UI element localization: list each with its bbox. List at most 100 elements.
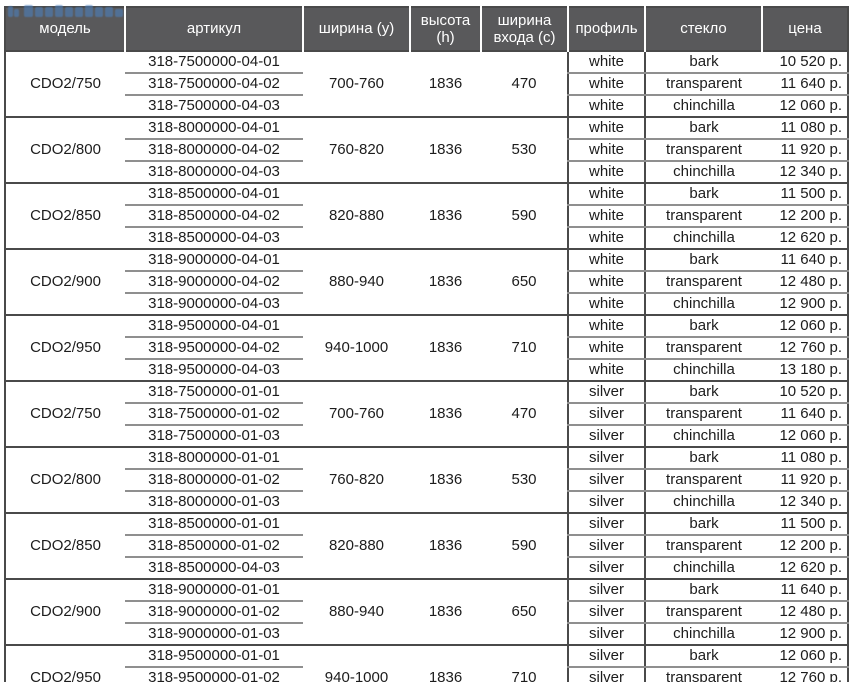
- price-cell: 12 060 р.: [762, 315, 848, 338]
- column-header-glass: стекло: [644, 7, 762, 51]
- column-header-entrance: ширина входа (c): [480, 7, 568, 51]
- price-cell: 12 060 р.: [779, 97, 842, 114]
- header-row: модель артикул ширина (y) высота (h) ширина …: [5, 7, 848, 51]
- price-cell: 12 060 р.: [762, 645, 848, 668]
- height-cell: 1836: [428, 75, 463, 92]
- width-cell: 820-880: [328, 207, 385, 224]
- article-cell: 318-9000000-04-02: [125, 271, 303, 294]
- model-group: CDO2/850 318-8500000-04-01 820-880 1836 …: [5, 183, 848, 249]
- table-row: 318-8000000-01-03 silver chinchilla 12 3…: [5, 491, 848, 513]
- entrance-width-cell: 470: [511, 75, 537, 92]
- profile-cell: silver: [567, 535, 645, 558]
- profile-cell: silver: [567, 557, 645, 579]
- model-cell: CDO2/900: [30, 273, 101, 290]
- profile-cell: white: [567, 95, 645, 117]
- table-row: CDO2/800 318-8000000-04-01 760-820 1836 …: [5, 117, 848, 158]
- price-cell: 11 080 р.: [762, 447, 848, 470]
- table-row: CDO2/850 318-8500000-01-01 820-880 1836 …: [5, 513, 848, 554]
- profile-cell: white: [567, 249, 645, 272]
- glass-cell: transparent: [644, 535, 762, 558]
- table-row: 318-9500000-04-02 white transparent 12 7…: [5, 337, 848, 360]
- profile-cell: white: [567, 139, 645, 162]
- price-cell: 11 640 р.: [762, 249, 848, 272]
- price-cell: 12 760 р.: [762, 667, 848, 682]
- price-cell: 11 640 р.: [762, 73, 848, 96]
- entrance-width-cell: 530: [511, 141, 537, 158]
- height-cell: 1836: [428, 273, 463, 290]
- glass-cell: bark: [644, 117, 762, 140]
- price-table: модель артикул ширина (y) высота (h) ширина …: [4, 6, 849, 682]
- profile-cell: white: [567, 161, 645, 183]
- price-cell: 11 920 р.: [762, 139, 848, 162]
- height-cell: 1836: [428, 141, 463, 158]
- table-row: 318-8500000-04-03 silver chinchilla 12 6…: [5, 557, 848, 579]
- profile-cell: silver: [567, 667, 645, 682]
- article-cell: 318-9000000-04-01: [125, 249, 303, 272]
- model-cell: CDO2/750: [30, 405, 101, 422]
- price-cell: 11 640 р.: [762, 403, 848, 426]
- width-cell: 940-1000: [324, 669, 389, 682]
- column-header-height: высота (h): [409, 7, 481, 51]
- glass-cell: chinchilla: [644, 95, 762, 117]
- width-cell: 880-940: [328, 603, 385, 620]
- article-cell: 318-8000000-04-03: [148, 163, 280, 180]
- profile-cell: silver: [567, 513, 645, 536]
- height-cell: 1836: [428, 603, 463, 620]
- price-cell: 12 900 р.: [779, 625, 842, 642]
- article-cell: 318-8000000-01-01: [125, 447, 303, 470]
- table-row: CDO2/750 318-7500000-01-01 700-760 1836 …: [5, 381, 848, 422]
- article-cell: 318-9000000-01-01: [125, 579, 303, 602]
- table-row: 318-8500000-04-03 white chinchilla 12 62…: [5, 227, 848, 249]
- table-row: 318-7500000-04-03 white chinchilla 12 06…: [5, 95, 848, 117]
- table-row: 318-7500000-01-02 silver transparent 11 …: [5, 403, 848, 426]
- price-cell: 12 200 р.: [762, 535, 848, 558]
- width-cell: 820-880: [328, 537, 385, 554]
- entrance-width-cell: 650: [511, 273, 537, 290]
- profile-cell: silver: [567, 579, 645, 602]
- column-header-profile: профиль: [567, 7, 645, 51]
- price-cell: 12 340 р.: [779, 493, 842, 510]
- table-row: CDO2/800 318-8000000-01-01 760-820 1836 …: [5, 447, 848, 488]
- model-group: CDO2/750 318-7500000-04-01 700-760 1836 …: [5, 51, 848, 117]
- glass-cell: bark: [644, 381, 762, 404]
- column-header-price: цена: [761, 7, 848, 51]
- glass-cell: chinchilla: [644, 293, 762, 315]
- profile-cell: white: [567, 271, 645, 294]
- article-cell: 318-9500000-01-02: [125, 667, 303, 682]
- price-cell: 10 520 р.: [762, 381, 848, 404]
- table-row: CDO2/750 318-7500000-04-01 700-760 1836 …: [5, 51, 848, 92]
- glass-cell: chinchilla: [644, 227, 762, 249]
- article-cell: 318-7500000-01-03: [148, 427, 280, 444]
- table-row: 318-8000000-04-03 white chinchilla 12 34…: [5, 161, 848, 183]
- profile-cell: silver: [567, 491, 645, 513]
- height-cell: 1836: [428, 339, 463, 356]
- article-cell: 318-8500000-01-01: [125, 513, 303, 536]
- article-cell: 318-8000000-01-02: [125, 469, 303, 492]
- model-cell: CDO2/950: [30, 339, 101, 356]
- glass-cell: chinchilla: [644, 161, 762, 183]
- price-cell: 11 500 р.: [762, 513, 848, 536]
- glass-cell: bark: [644, 513, 762, 536]
- article-cell: 318-9500000-04-02: [125, 337, 303, 360]
- price-cell: 12 760 р.: [762, 337, 848, 360]
- table-row: 318-9000000-01-03 silver chinchilla 12 9…: [5, 623, 848, 645]
- article-cell: 318-9000000-01-03: [148, 625, 280, 642]
- profile-cell: silver: [567, 403, 645, 426]
- profile-cell: white: [567, 315, 645, 338]
- entrance-width-cell: 650: [511, 603, 537, 620]
- glass-cell: chinchilla: [644, 557, 762, 579]
- article-cell: 318-9500000-04-03: [148, 361, 280, 378]
- article-cell: 318-7500000-04-02: [125, 73, 303, 96]
- glass-cell: bark: [644, 315, 762, 338]
- price-cell: 12 480 р.: [762, 271, 848, 294]
- profile-cell: white: [567, 117, 645, 140]
- model-cell: CDO2/800: [30, 471, 101, 488]
- width-cell: 700-760: [328, 405, 385, 422]
- price-cell: 13 180 р.: [779, 361, 842, 378]
- table-row: 318-9000000-04-03 white chinchilla 12 90…: [5, 293, 848, 315]
- profile-cell: white: [567, 51, 645, 74]
- column-header-article: артикул: [124, 7, 303, 51]
- height-cell: 1836: [428, 471, 463, 488]
- glass-cell: bark: [644, 51, 762, 74]
- glass-cell: bark: [644, 249, 762, 272]
